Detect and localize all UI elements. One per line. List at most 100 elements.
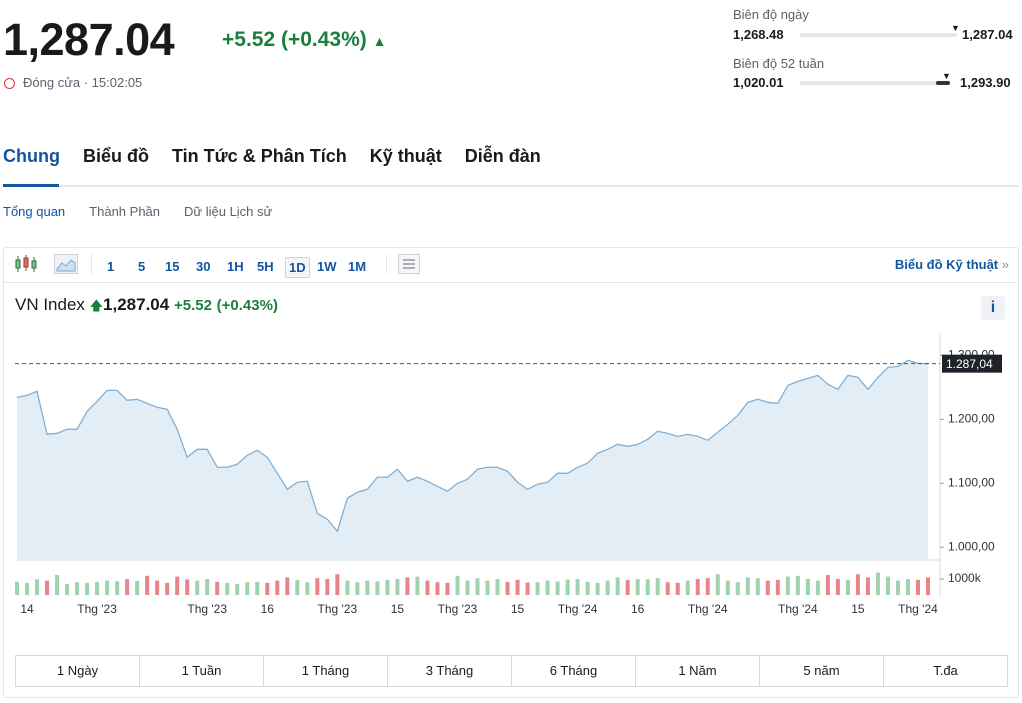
volume-bar bbox=[15, 581, 19, 595]
tab[interactable]: Biểu đồ bbox=[82, 146, 149, 166]
range-button[interactable]: 5 năm bbox=[760, 656, 884, 686]
x-tick-label: Thg '23 bbox=[77, 602, 117, 616]
interval-button[interactable]: 1W bbox=[317, 259, 337, 274]
range-button[interactable]: T.đa bbox=[933, 663, 958, 678]
volume-bar bbox=[685, 580, 690, 595]
volume-bar bbox=[95, 581, 100, 595]
range-button[interactable]: 1 Tuần bbox=[140, 656, 264, 686]
interval-button[interactable]: 1D bbox=[285, 257, 310, 278]
volume-bar bbox=[425, 580, 430, 595]
tab[interactable]: Diễn đàn bbox=[464, 146, 541, 166]
volume-bar bbox=[735, 582, 740, 595]
volume-bar bbox=[185, 579, 190, 595]
technical-link-text[interactable]: Biểu đồ Kỹ thuật bbox=[894, 257, 999, 272]
subtab[interactable]: Dữ liệu Lịch sử bbox=[184, 204, 273, 219]
volume-bar bbox=[275, 580, 280, 595]
chart-change-percent: (+0.43%) bbox=[216, 297, 278, 314]
interval-button[interactable]: 1H bbox=[227, 259, 244, 274]
range-marker: ▼ bbox=[942, 71, 951, 81]
volume-bar bbox=[235, 583, 240, 595]
volume-bar bbox=[605, 580, 610, 595]
subtab[interactable]: Thành Phần bbox=[89, 204, 161, 219]
chart-price: 1,287.04 bbox=[103, 295, 170, 314]
volume-bar bbox=[255, 581, 260, 595]
interval-button[interactable]: 5 bbox=[138, 259, 146, 274]
range-button[interactable]: 1 Ngày bbox=[16, 656, 140, 686]
volume-bar bbox=[105, 580, 110, 595]
volume-bar bbox=[745, 577, 750, 595]
volume-bar bbox=[915, 579, 920, 595]
volume-bar bbox=[885, 576, 890, 595]
volume-bar bbox=[285, 577, 290, 595]
candle-icon[interactable] bbox=[14, 254, 38, 274]
info-button[interactable]: i bbox=[981, 296, 1005, 320]
interval-button[interactable]: 5H bbox=[257, 259, 274, 274]
layout-icon[interactable] bbox=[398, 254, 420, 274]
volume-bar bbox=[715, 574, 720, 595]
x-tick-label: 16 bbox=[261, 602, 275, 616]
range-label: Biên độ 52 tuần bbox=[733, 56, 825, 71]
volume-bar bbox=[855, 574, 860, 595]
volume-bar bbox=[395, 579, 400, 595]
volume-bar bbox=[445, 582, 450, 595]
volume-bar bbox=[375, 581, 380, 595]
x-tick-label: 15 bbox=[391, 602, 405, 616]
volume-bar bbox=[645, 579, 650, 595]
volume-tick-label: 1000k bbox=[948, 571, 982, 585]
interval-button[interactable]: 15 bbox=[165, 259, 180, 274]
tab[interactable]: Chung bbox=[3, 146, 60, 166]
volume-bar bbox=[355, 582, 360, 595]
volume-bar bbox=[205, 579, 210, 595]
volume-bar bbox=[195, 580, 200, 595]
technical-link[interactable]: Biểu đồ Kỹ thuật » bbox=[894, 257, 1009, 272]
x-tick-label: Thg '23 bbox=[187, 602, 227, 616]
volume-bar bbox=[55, 575, 60, 595]
volume-bar bbox=[475, 578, 480, 595]
y-tick-label: 1.200,00 bbox=[948, 411, 995, 425]
volume-bar bbox=[695, 579, 700, 595]
last-value-box bbox=[942, 354, 1002, 373]
volume-bar bbox=[435, 582, 440, 595]
volume-bar bbox=[905, 579, 910, 595]
volume-bar bbox=[525, 582, 530, 595]
volume-bar bbox=[465, 580, 470, 595]
volume-bar bbox=[805, 579, 810, 595]
volume-bar bbox=[265, 582, 270, 595]
volume-bar bbox=[795, 575, 800, 595]
volume-bar bbox=[385, 579, 390, 595]
interval-button[interactable]: 1M bbox=[348, 259, 367, 274]
y-tick-label: 1.100,00 bbox=[948, 475, 995, 489]
interval-button[interactable]: 1 bbox=[107, 259, 115, 274]
range-button[interactable]: 3 Tháng bbox=[388, 656, 512, 686]
x-tick-label: Thg '23 bbox=[318, 602, 358, 616]
volume-bar bbox=[85, 582, 90, 595]
volume-bar bbox=[655, 578, 660, 595]
area bbox=[17, 360, 928, 560]
volume-bar bbox=[635, 579, 640, 595]
chart-toolbar bbox=[4, 248, 1017, 283]
subtab[interactable]: Tổng quan bbox=[3, 204, 66, 219]
volume-bar bbox=[175, 576, 180, 595]
volume-bar bbox=[115, 581, 120, 595]
volume-bar bbox=[825, 575, 830, 595]
chart-header: VN Index 🡅1,287.04 +5.52 (+0.43%) bbox=[15, 295, 278, 314]
range-bar bbox=[800, 33, 957, 37]
range-button[interactable]: 1 Tháng bbox=[264, 656, 388, 686]
volume-bar bbox=[165, 582, 170, 595]
y-tick-label: 1.000,00 bbox=[948, 539, 995, 553]
x-tick-label: 15 bbox=[851, 602, 865, 616]
range-low: 1,020.01 bbox=[733, 75, 784, 90]
range-button[interactable]: 6 Tháng bbox=[512, 656, 636, 686]
range-button[interactable]: 1 Năm bbox=[636, 656, 760, 686]
tab[interactable]: Kỹ thuật bbox=[369, 146, 442, 166]
tab[interactable]: Tin Tức & Phân Tích bbox=[171, 146, 347, 166]
volume-bar bbox=[305, 582, 310, 595]
area-icon[interactable] bbox=[54, 254, 78, 274]
volume-bar bbox=[625, 579, 630, 595]
volume-bar bbox=[65, 583, 70, 595]
interval-button[interactable]: 30 bbox=[196, 259, 211, 274]
volume-bar bbox=[926, 577, 930, 595]
volume-bar bbox=[415, 576, 420, 595]
range-high: 1,287.04 bbox=[962, 27, 1013, 42]
